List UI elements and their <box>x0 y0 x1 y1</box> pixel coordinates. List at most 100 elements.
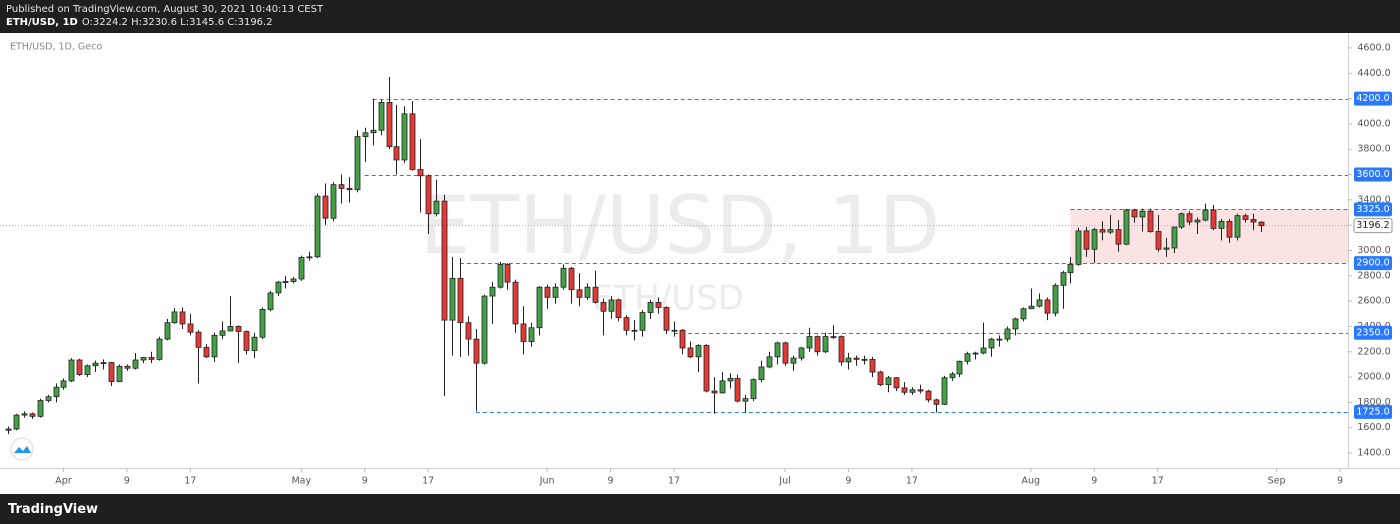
candle-body <box>275 281 282 294</box>
candle-body <box>584 286 591 298</box>
y-tick-label: 4600.0 <box>1357 42 1390 53</box>
candle-body <box>941 377 948 405</box>
candle-body <box>1099 229 1106 233</box>
candle-body <box>401 113 408 161</box>
level-label-box <box>1354 256 1392 271</box>
candle-body <box>671 329 678 332</box>
candle-body <box>917 389 924 392</box>
y-tick-label: 2000.0 <box>1357 372 1390 383</box>
candle-body <box>608 299 615 312</box>
candle-body <box>861 358 868 361</box>
candle-body <box>996 338 1003 341</box>
candle-body <box>5 428 12 431</box>
candle-body <box>441 200 448 321</box>
candle-body <box>893 377 900 389</box>
candle-body <box>489 286 496 297</box>
candle-body <box>76 359 83 375</box>
candle-body <box>925 390 932 401</box>
candle-body <box>497 264 504 288</box>
candle-body <box>1258 221 1265 227</box>
candle-body <box>417 169 424 177</box>
candle-body <box>354 136 361 191</box>
candle-body <box>798 347 805 359</box>
candle-body <box>433 200 440 215</box>
logo-button[interactable] <box>10 437 34 461</box>
x-tick-label: 9 <box>608 476 614 487</box>
candle-body <box>933 399 940 405</box>
candle-body <box>949 373 956 379</box>
candle-body <box>806 336 813 349</box>
level-label: 2350.0 <box>1356 327 1389 338</box>
x-tick-label: 17 <box>668 476 680 487</box>
chart-title: ETH/USD, 1D, Geco <box>10 42 102 53</box>
candle-body <box>298 257 305 280</box>
candle-body <box>1186 213 1193 223</box>
candle-body <box>623 317 630 331</box>
x-tick-label: Jun <box>539 476 555 487</box>
level-label-box <box>1354 404 1392 419</box>
candle-body <box>179 311 186 325</box>
x-tick-label: 9 <box>124 476 130 487</box>
last-price-label: 3196.2 <box>1356 220 1389 231</box>
candle-body <box>1178 213 1185 228</box>
candle-body <box>84 365 91 375</box>
last-price-box <box>1353 218 1393 234</box>
candle-body <box>909 389 916 393</box>
candle-body <box>631 329 638 332</box>
candle-body <box>45 396 52 401</box>
candle-body <box>132 359 139 369</box>
candle-body <box>164 322 171 340</box>
candle-body <box>1131 209 1138 218</box>
y-tick-label: 1400.0 <box>1357 448 1390 459</box>
candle-body <box>901 387 908 393</box>
candle-body <box>734 377 741 402</box>
candle-body <box>838 336 845 363</box>
candle-body <box>267 292 274 310</box>
candle-body <box>980 347 987 354</box>
candle-body <box>282 281 289 283</box>
candle-body <box>719 380 726 394</box>
candle-body <box>1036 299 1043 307</box>
candle-body <box>758 366 765 381</box>
candle-body <box>845 357 852 363</box>
candle-body <box>425 175 432 215</box>
candle-body <box>1242 215 1249 220</box>
candle-body <box>750 379 757 400</box>
candle-body <box>378 101 385 131</box>
x-tick-label: Sep <box>1268 476 1286 487</box>
candle-body <box>544 286 551 298</box>
candle-body <box>1163 247 1170 250</box>
candle-body <box>972 352 979 355</box>
candle-body <box>766 356 773 368</box>
candle-body <box>869 358 876 373</box>
x-tick-label: Aug <box>1022 476 1041 487</box>
candle-body <box>853 357 860 360</box>
candle-body <box>1060 272 1067 286</box>
candle-body <box>1226 220 1233 238</box>
candle-body <box>639 312 646 331</box>
x-tick-label: Jul <box>778 476 790 487</box>
x-tick-label: 17 <box>906 476 918 487</box>
candle-body <box>481 295 488 364</box>
candle-body <box>148 357 155 360</box>
candle-body <box>386 101 393 148</box>
y-tick-label: 3000.0 <box>1357 245 1390 256</box>
level-label: 1725.0 <box>1356 406 1389 417</box>
watermark: ETH/USD, 1D <box>420 179 941 272</box>
candle-body <box>306 256 313 259</box>
level-label: 4200.0 <box>1356 93 1389 104</box>
candle-body <box>37 400 44 417</box>
candle-body <box>568 267 575 291</box>
candle-body <box>814 336 821 353</box>
y-tick-label: 4400.0 <box>1357 68 1390 79</box>
level-label-box <box>1354 91 1392 106</box>
level-label-box <box>1354 167 1392 182</box>
x-tick-label: 9 <box>1091 476 1097 487</box>
candle-body <box>362 132 369 137</box>
candle-body <box>1234 215 1241 238</box>
candle-body <box>13 414 20 430</box>
logo-icon <box>14 446 31 453</box>
symbol: ETH/USD, 1D <box>6 17 78 28</box>
candle-body <box>1044 299 1051 314</box>
ohlc: O:3224.2 H:3230.6 L:3145.6 C:3196.2 <box>81 17 273 28</box>
